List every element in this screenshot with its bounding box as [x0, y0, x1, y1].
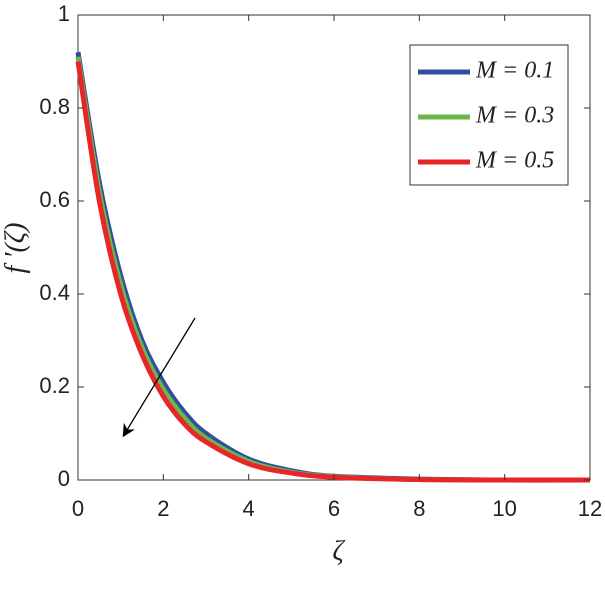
y-tick-label: 0.8	[39, 94, 70, 119]
x-tick-label: 6	[328, 496, 340, 521]
series-line	[75, 61, 591, 483]
x-axis-label: ζ	[332, 536, 345, 567]
legend-label: M = 0.3	[475, 103, 554, 129]
y-tick-label: 1	[58, 1, 70, 26]
x-tick-label: 12	[578, 496, 602, 521]
legend-label: M = 0.1	[475, 58, 554, 84]
y-tick-label: 0.6	[39, 187, 70, 212]
y-tick-label: 0.2	[39, 373, 70, 398]
x-tick-label: 0	[72, 496, 84, 521]
x-tick-label: 8	[413, 496, 425, 521]
y-axis-label: f ′(ζ)	[0, 223, 31, 274]
x-tick-label: 10	[492, 496, 516, 521]
x-tick-label: 2	[157, 496, 169, 521]
y-tick-label: 0.4	[39, 280, 70, 305]
legend-label: M = 0.5	[475, 148, 554, 174]
arrow	[122, 317, 196, 438]
x-tick-label: 4	[243, 496, 255, 521]
y-tick-label: 0	[58, 466, 70, 491]
